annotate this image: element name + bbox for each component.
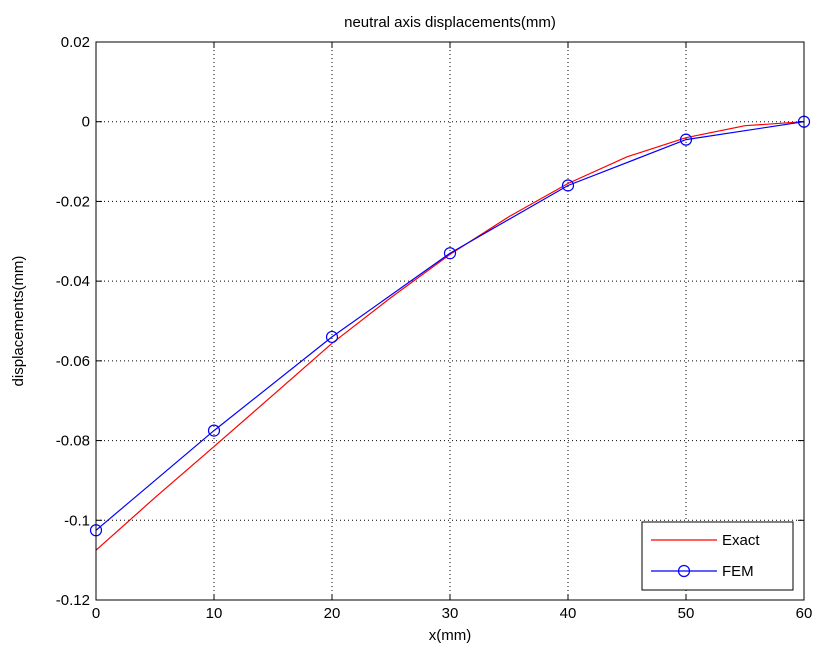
- y-tick-label: -0.12: [56, 592, 90, 609]
- data-point-fem: [207, 424, 221, 437]
- data-point-fem: [325, 330, 339, 344]
- legend-marker-fem: [677, 564, 691, 578]
- legend: Exact FEM: [641, 521, 794, 591]
- y-tick-label: -0.1: [64, 512, 90, 529]
- data-point-fem: [679, 133, 693, 146]
- y-tick-label: -0.06: [56, 353, 90, 370]
- data-point-fem: [443, 247, 457, 260]
- x-tick-label: 0: [92, 605, 100, 622]
- x-tick-label: 60: [796, 605, 813, 622]
- data-point-fem: [561, 179, 575, 192]
- y-tick-label: 0.02: [61, 34, 90, 51]
- ticks: 0 10 20 30 40 50 60 0.02 0 -0.02 -0.04 -0.06 -0.08 -0…: [56, 34, 813, 622]
- y-tick-label: -0.08: [56, 433, 90, 450]
- series-line-exact: [95, 121, 805, 551]
- legend-box: [641, 521, 794, 591]
- x-tick-label: 10: [206, 605, 223, 622]
- chart-title: neutral axis displacements(mm): [344, 14, 556, 31]
- legend-label-exact: Exact: [722, 532, 760, 549]
- legend-label-fem: FEM: [722, 563, 754, 580]
- y-tick-label: -0.02: [56, 193, 90, 210]
- x-axis-label: x(mm): [429, 627, 471, 644]
- x-tick-label: 40: [560, 605, 577, 622]
- x-tick-label: 50: [678, 605, 695, 622]
- y-tick-label: 0: [82, 114, 90, 131]
- x-tick-label: 30: [442, 605, 459, 622]
- y-axis-label: displacements(mm): [10, 256, 27, 387]
- x-tick-label: 20: [324, 605, 341, 622]
- grid: [96, 42, 804, 600]
- series-group: [89, 115, 811, 551]
- series-line-fem: [95, 121, 805, 531]
- y-tick-label: -0.04: [56, 273, 90, 290]
